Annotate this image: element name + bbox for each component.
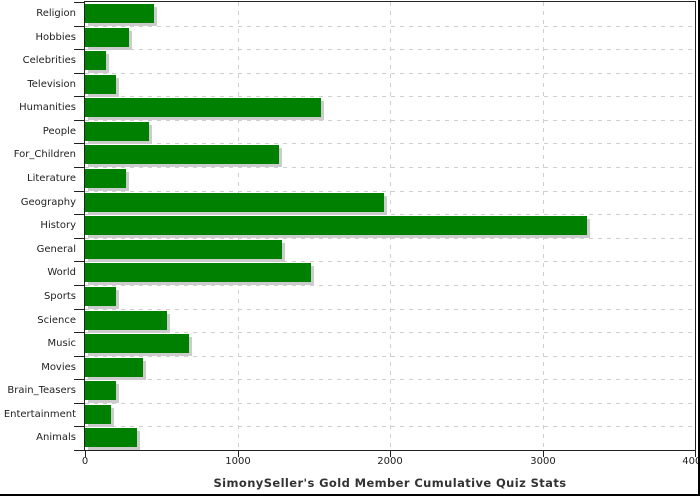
category-tick (74, 332, 85, 333)
category-tick (74, 238, 85, 239)
value-tick-4000 (695, 451, 696, 457)
category-tick (74, 356, 85, 357)
gridline-row-17 (85, 403, 695, 404)
bar-animals (85, 428, 137, 447)
bar-people (85, 122, 149, 141)
gridline-row-15 (85, 356, 695, 357)
gridline-row-4 (85, 96, 695, 97)
bar-hobbies (85, 28, 129, 47)
category-label-for_children: For_Children (13, 149, 76, 161)
bar-celebrities (85, 51, 106, 70)
category-label-entertainment: Entertainment (3, 408, 76, 420)
category-label-movies: Movies (41, 361, 76, 373)
bar-history (85, 216, 587, 235)
bar-sports (85, 287, 116, 306)
category-tick (74, 261, 85, 262)
category-tick (74, 167, 85, 168)
category-label-literature: Literature (27, 173, 76, 185)
category-label-humanities: Humanities (19, 102, 76, 114)
gridline-row-2 (85, 49, 695, 50)
bar-brain_teasers (85, 381, 116, 400)
category-label-hobbies: Hobbies (35, 31, 76, 43)
gridline-row-11 (85, 261, 695, 262)
category-label-television: Television (27, 78, 76, 90)
value-tick-label-2000: 2000 (377, 456, 403, 467)
bar-movies (85, 358, 143, 377)
gridline-row-12 (85, 285, 695, 286)
gridline-row-6 (85, 143, 695, 144)
category-label-animals: Animals (36, 432, 76, 444)
category-tick (74, 191, 85, 192)
gridline-row-8 (85, 191, 695, 192)
category-tick (74, 73, 85, 74)
gridline-row-7 (85, 167, 695, 168)
category-tick (74, 2, 85, 3)
category-tick (74, 403, 85, 404)
bar-geography (85, 193, 384, 212)
value-tick-label-3000: 3000 (530, 456, 556, 467)
value-tick-0 (85, 451, 86, 457)
category-label-religion: Religion (36, 8, 76, 19)
bar-science (85, 311, 167, 330)
category-label-history: History (40, 220, 76, 232)
category-label-general: General (36, 243, 76, 255)
category-tick (74, 214, 85, 215)
category-tick (74, 49, 85, 50)
category-tick (74, 450, 85, 451)
category-label-brain_teasers: Brain_Teasers (7, 385, 76, 397)
value-tick-label-4000: 4000 (682, 456, 700, 467)
value-tick-label-0: 0 (81, 456, 89, 467)
bar-literature (85, 169, 126, 188)
value-tick-3000 (543, 451, 544, 457)
category-tick (74, 309, 85, 310)
value-tick-2000 (390, 451, 391, 457)
gridline-row-14 (85, 332, 695, 333)
category-tick (74, 26, 85, 27)
category-label-science: Science (37, 314, 76, 326)
bar-entertainment (85, 405, 111, 424)
bar-world (85, 263, 311, 282)
bar-music (85, 334, 189, 353)
category-label-sports: Sports (43, 290, 76, 302)
bar-religion (85, 4, 154, 23)
category-tick (74, 143, 85, 144)
category-label-world: World (47, 267, 76, 279)
category-tick (74, 120, 85, 121)
gridline-row-10 (85, 238, 695, 239)
bar-general (85, 240, 282, 259)
plot-area (84, 1, 696, 451)
gridline-row-13 (85, 309, 695, 310)
gridline-row-16 (85, 379, 695, 380)
bar-humanities (85, 98, 321, 117)
bar-for_children (85, 145, 279, 164)
gridline-row-9 (85, 214, 695, 215)
category-tick (74, 426, 85, 427)
category-label-music: Music (47, 338, 76, 350)
gridline-row-18 (85, 426, 695, 427)
category-tick (74, 379, 85, 380)
category-label-people: People (42, 125, 76, 137)
value-tick-label-1000: 1000 (225, 456, 251, 467)
category-label-celebrities: Celebrities (22, 55, 76, 67)
gridline-row-1 (85, 26, 695, 27)
chart-title: SimonySeller's Gold Member Cumulative Qu… (213, 476, 567, 490)
bar-television (85, 75, 116, 94)
gridline-row-3 (85, 73, 695, 74)
value-tick-1000 (238, 451, 239, 457)
screen-edge-right (698, 0, 700, 496)
gridline-row-5 (85, 120, 695, 121)
category-tick (74, 285, 85, 286)
screen-edge-bottom (0, 494, 700, 496)
category-tick (74, 96, 85, 97)
category-label-geography: Geography (20, 196, 76, 208)
